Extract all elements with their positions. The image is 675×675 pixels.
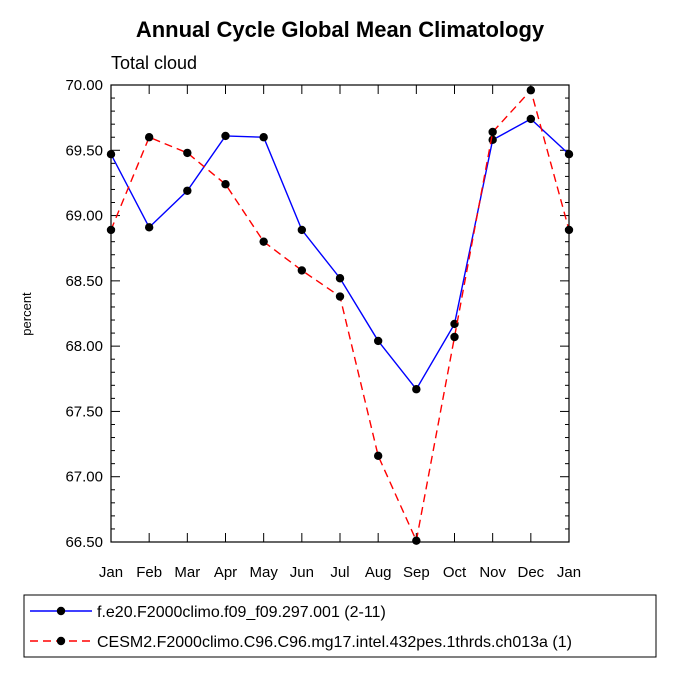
x-tick-label: Jan (557, 564, 581, 581)
x-tick-label: Apr (214, 564, 237, 581)
y-tick-label: 70.00 (65, 77, 103, 94)
y-tick-label: 66.50 (65, 534, 103, 551)
series-2-point (259, 237, 268, 246)
y-tick-label: 69.50 (65, 142, 103, 159)
x-tick-label: Jan (99, 564, 123, 581)
x-tick-label: Aug (365, 564, 392, 581)
series-1-point (335, 274, 345, 283)
legend-label-1: f.e20.F2000climo.f09_f09.297.001 (2-11) (97, 604, 386, 621)
chart-subtitle: Total cloud (111, 53, 197, 73)
series-1-point (183, 186, 192, 195)
y-tick-label: 67.50 (65, 403, 103, 420)
legend: f.e20.F2000climo.f09_f09.297.001 (2-11) C… (23, 594, 657, 658)
series-1-point (144, 223, 154, 232)
x-tick-label: Nov (479, 564, 506, 581)
series-2-point (373, 451, 383, 461)
series-2-point (526, 86, 536, 95)
x-tick-label: Oct (443, 564, 467, 581)
x-tick-label: May (249, 564, 278, 581)
series-1-point (488, 135, 497, 145)
y-tick-label: 69.00 (65, 208, 103, 225)
plot-frame (110, 84, 570, 543)
y-tick-label: 67.00 (65, 469, 103, 486)
series-2-point (221, 180, 230, 189)
series-1-point (526, 114, 536, 124)
series-line-2 (110, 88, 570, 544)
series-line-1 (110, 118, 570, 391)
legend-box (23, 594, 657, 658)
x-tick-label: Dec (517, 564, 544, 581)
series-1-point (221, 131, 230, 141)
series-2-point (412, 536, 421, 545)
x-tick-label: Sep (403, 564, 430, 581)
x-tick-label: Jun (290, 564, 314, 581)
x-axis: Jan Feb Mar Apr May Jun Jul Aug Sep Oct Nov Dec Jan (99, 85, 581, 581)
y-axis: 66.50 67.00 67.50 68.00 68.50 69.00 69.50 70.00 (65, 77, 569, 551)
legend-marker-1 (56, 606, 66, 616)
series-1-point (412, 385, 421, 394)
series-2-point (450, 332, 459, 342)
series-1-point (259, 133, 268, 142)
x-tick-label: Mar (174, 564, 200, 581)
series-2-point (488, 127, 497, 137)
series-1-point (297, 225, 307, 235)
legend-label-2: CESM2.F2000climo.C96.C96.mg17.intel.432p… (97, 634, 572, 651)
plot-series (106, 86, 574, 545)
series-2-point (144, 133, 154, 142)
x-tick-label: Feb (136, 564, 162, 581)
legend-marker-2 (56, 636, 66, 646)
y-tick-label: 68.50 (65, 273, 103, 290)
series-2-point (183, 148, 192, 158)
x-tick-label: Jul (330, 564, 349, 581)
series-1-point (450, 319, 459, 329)
y-tick-label: 68.00 (65, 338, 103, 355)
series-2-point (335, 292, 345, 301)
series-2-point (297, 266, 307, 275)
chart-title: Annual Cycle Global Mean Climatology (136, 17, 545, 42)
y-axis-label: percent (19, 292, 34, 336)
series-1-point (373, 336, 383, 346)
